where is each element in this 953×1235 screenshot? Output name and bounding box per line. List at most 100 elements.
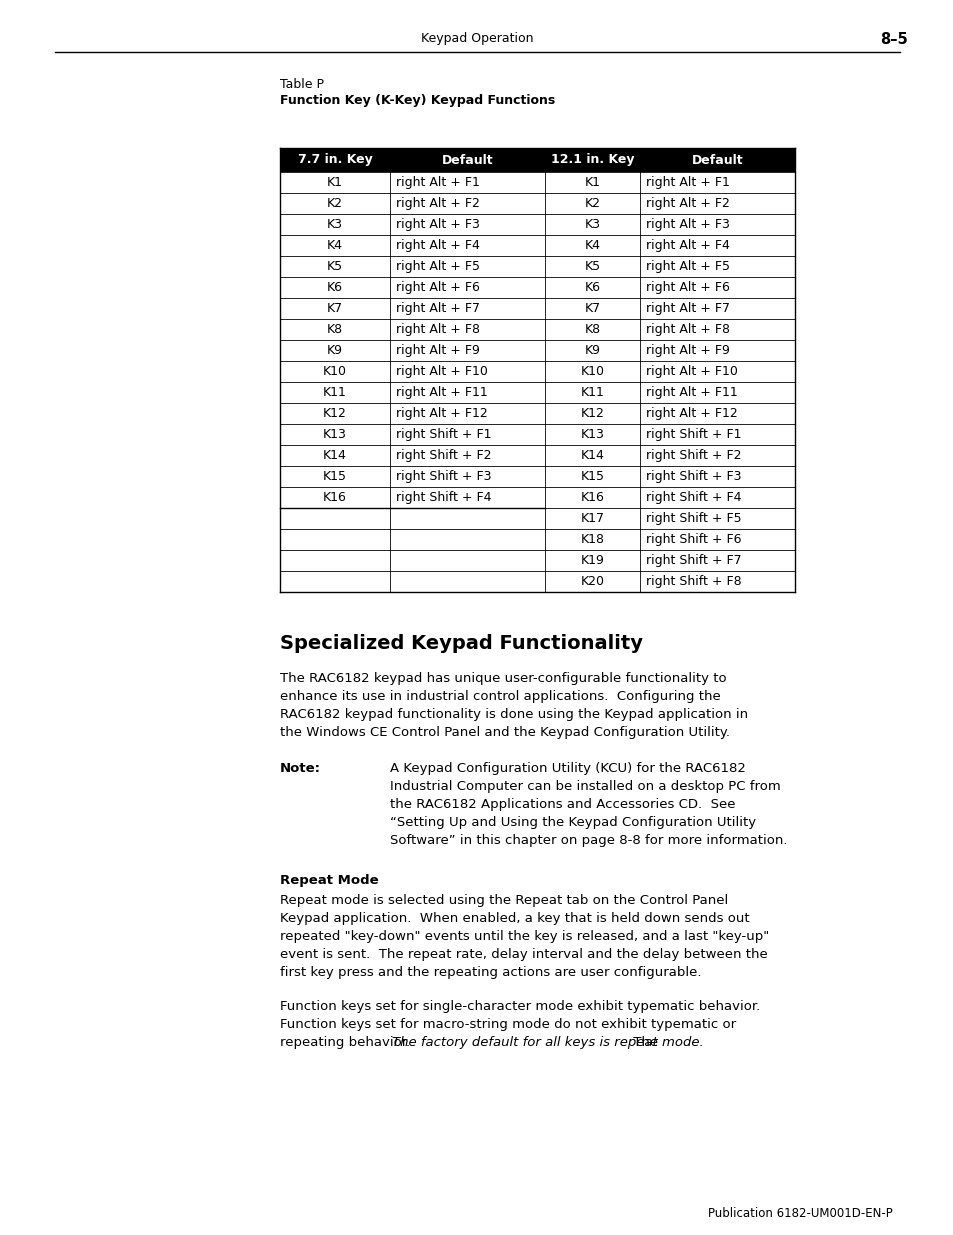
Text: right Alt + F2: right Alt + F2 — [645, 198, 729, 210]
Text: Function Key (K-Key) Keypad Functions: Function Key (K-Key) Keypad Functions — [280, 94, 555, 107]
Text: right Shift + F7: right Shift + F7 — [645, 555, 740, 567]
Text: K13: K13 — [580, 429, 604, 441]
Text: enhance its use in industrial control applications.  Configuring the: enhance its use in industrial control ap… — [280, 690, 720, 703]
Text: K7: K7 — [327, 303, 343, 315]
Text: A Keypad Configuration Utility (KCU) for the RAC6182: A Keypad Configuration Utility (KCU) for… — [390, 762, 745, 776]
Text: right Shift + F4: right Shift + F4 — [395, 492, 491, 504]
Text: Keypad application.  When enabled, a key that is held down sends out: Keypad application. When enabled, a key … — [280, 911, 749, 925]
Text: Function keys set for single-character mode exhibit typematic behavior.: Function keys set for single-character m… — [280, 1000, 760, 1013]
Text: K13: K13 — [323, 429, 347, 441]
Text: K6: K6 — [584, 282, 599, 294]
Text: K20: K20 — [579, 576, 604, 588]
Text: the RAC6182 Applications and Accessories CD.  See: the RAC6182 Applications and Accessories… — [390, 798, 735, 811]
Text: “Setting Up and Using the Keypad Configuration Utility: “Setting Up and Using the Keypad Configu… — [390, 816, 756, 829]
Text: repeating behavior.: repeating behavior. — [280, 1036, 418, 1049]
Text: K18: K18 — [579, 534, 604, 546]
Text: K14: K14 — [323, 450, 347, 462]
Text: right Alt + F8: right Alt + F8 — [645, 324, 729, 336]
Text: right Alt + F6: right Alt + F6 — [395, 282, 479, 294]
Text: Keypad Operation: Keypad Operation — [420, 32, 533, 44]
Text: K10: K10 — [323, 366, 347, 378]
Bar — [280, 172, 794, 592]
Text: K15: K15 — [323, 471, 347, 483]
Text: Repeat mode is selected using the Repeat tab on the Control Panel: Repeat mode is selected using the Repeat… — [280, 894, 727, 906]
Text: K8: K8 — [327, 324, 343, 336]
Text: K12: K12 — [580, 408, 604, 420]
Text: 12.1 in. Key: 12.1 in. Key — [550, 153, 634, 167]
Text: right Shift + F3: right Shift + F3 — [645, 471, 740, 483]
Text: K12: K12 — [323, 408, 347, 420]
Text: K15: K15 — [579, 471, 604, 483]
Text: right Alt + F9: right Alt + F9 — [645, 345, 729, 357]
Text: right Alt + F7: right Alt + F7 — [395, 303, 479, 315]
Text: K9: K9 — [584, 345, 599, 357]
Text: K4: K4 — [327, 240, 343, 252]
Text: right Alt + F12: right Alt + F12 — [645, 408, 737, 420]
Text: Specialized Keypad Functionality: Specialized Keypad Functionality — [280, 634, 642, 653]
Text: right Alt + F11: right Alt + F11 — [645, 387, 737, 399]
Text: K10: K10 — [579, 366, 604, 378]
Text: right Alt + F9: right Alt + F9 — [395, 345, 479, 357]
Text: Repeat Mode: Repeat Mode — [280, 874, 378, 887]
Text: right Alt + F4: right Alt + F4 — [645, 240, 729, 252]
Text: K1: K1 — [584, 177, 599, 189]
Text: K11: K11 — [580, 387, 604, 399]
Text: The: The — [628, 1036, 657, 1049]
Text: 7.7 in. Key: 7.7 in. Key — [297, 153, 372, 167]
Text: 8–5: 8–5 — [879, 32, 907, 47]
Text: K16: K16 — [323, 492, 347, 504]
Text: right Alt + F1: right Alt + F1 — [645, 177, 729, 189]
Text: right Alt + F6: right Alt + F6 — [645, 282, 729, 294]
Text: K9: K9 — [327, 345, 343, 357]
Text: K4: K4 — [584, 240, 599, 252]
Text: K2: K2 — [327, 198, 343, 210]
Text: right Shift + F4: right Shift + F4 — [645, 492, 740, 504]
Bar — [280, 148, 794, 172]
Text: right Alt + F11: right Alt + F11 — [395, 387, 487, 399]
Text: right Alt + F12: right Alt + F12 — [395, 408, 487, 420]
Text: right Alt + F8: right Alt + F8 — [395, 324, 479, 336]
Text: the Windows CE Control Panel and the Keypad Configuration Utility.: the Windows CE Control Panel and the Key… — [280, 726, 729, 739]
Text: right Alt + F10: right Alt + F10 — [645, 366, 737, 378]
Text: Function keys set for macro-string mode do not exhibit typematic or: Function keys set for macro-string mode … — [280, 1018, 736, 1031]
Text: K19: K19 — [580, 555, 604, 567]
Text: K1: K1 — [327, 177, 343, 189]
Text: K16: K16 — [580, 492, 604, 504]
Text: K8: K8 — [584, 324, 600, 336]
Text: K6: K6 — [327, 282, 343, 294]
Text: right Shift + F1: right Shift + F1 — [395, 429, 491, 441]
Text: K7: K7 — [584, 303, 600, 315]
Text: K2: K2 — [584, 198, 599, 210]
Text: right Shift + F2: right Shift + F2 — [645, 450, 740, 462]
Text: right Alt + F5: right Alt + F5 — [395, 261, 479, 273]
Text: K11: K11 — [323, 387, 347, 399]
Text: right Alt + F2: right Alt + F2 — [395, 198, 479, 210]
Text: Default: Default — [441, 153, 493, 167]
Text: right Alt + F5: right Alt + F5 — [645, 261, 729, 273]
Text: The RAC6182 keypad has unique user-configurable functionality to: The RAC6182 keypad has unique user-confi… — [280, 672, 726, 685]
Text: right Alt + F3: right Alt + F3 — [395, 219, 479, 231]
Text: right Shift + F6: right Shift + F6 — [645, 534, 740, 546]
Text: repeated "key-down" events until the key is released, and a last "key-up": repeated "key-down" events until the key… — [280, 930, 768, 944]
Text: right Alt + F10: right Alt + F10 — [395, 366, 487, 378]
Text: event is sent.  The repeat rate, delay interval and the delay between the: event is sent. The repeat rate, delay in… — [280, 948, 767, 961]
Text: right Shift + F5: right Shift + F5 — [645, 513, 740, 525]
Text: right Alt + F4: right Alt + F4 — [395, 240, 479, 252]
Text: K17: K17 — [579, 513, 604, 525]
Text: K5: K5 — [327, 261, 343, 273]
Text: right Alt + F7: right Alt + F7 — [645, 303, 729, 315]
Text: right Shift + F3: right Shift + F3 — [395, 471, 491, 483]
Text: Table P: Table P — [280, 78, 324, 91]
Text: RAC6182 keypad functionality is done using the Keypad application in: RAC6182 keypad functionality is done usi… — [280, 708, 747, 721]
Text: right Alt + F3: right Alt + F3 — [645, 219, 729, 231]
Text: first key press and the repeating actions are user configurable.: first key press and the repeating action… — [280, 966, 700, 979]
Text: right Shift + F2: right Shift + F2 — [395, 450, 491, 462]
Text: K14: K14 — [580, 450, 604, 462]
Text: Default: Default — [691, 153, 742, 167]
Text: Publication 6182-UM001D-EN-P: Publication 6182-UM001D-EN-P — [707, 1207, 892, 1220]
Text: K3: K3 — [584, 219, 599, 231]
Text: right Alt + F1: right Alt + F1 — [395, 177, 479, 189]
Text: Industrial Computer can be installed on a desktop PC from: Industrial Computer can be installed on … — [390, 781, 780, 793]
Text: Software” in this chapter on page 8-8 for more information.: Software” in this chapter on page 8-8 fo… — [390, 834, 786, 847]
Text: right Shift + F1: right Shift + F1 — [645, 429, 740, 441]
